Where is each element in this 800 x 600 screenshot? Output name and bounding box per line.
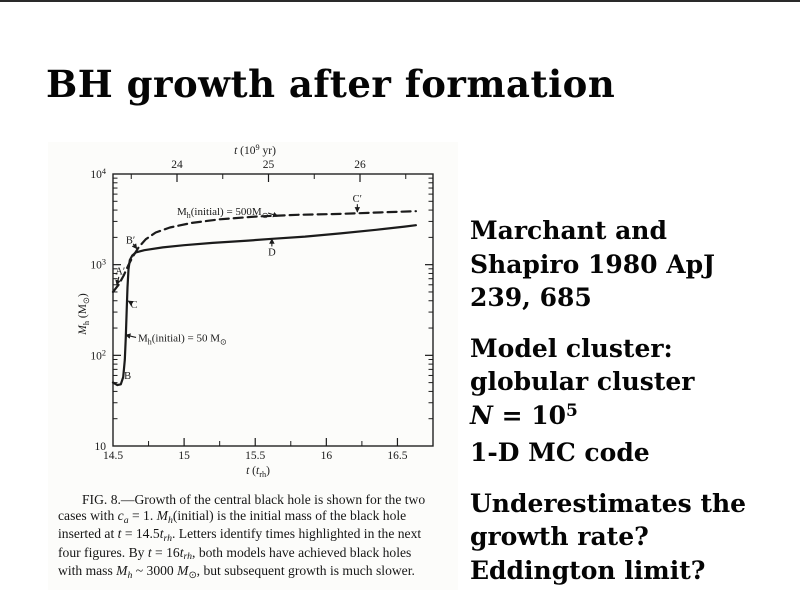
series-label-arrow (267, 212, 279, 218)
annotation-label: A′ (115, 267, 125, 278)
caption-line: four figures. By t = 16trh, both models … (58, 545, 454, 563)
text-line: 1-D MC code (470, 436, 795, 470)
curve-dashed (111, 210, 417, 293)
axis-tick-labels: 14.5 15 15.5 16 16.5 24 25 26 104 103 102 10 (90, 159, 407, 462)
axis-ticks (113, 174, 433, 446)
figure-caption: FIG. 8.—Growth of the central black hole… (58, 492, 454, 581)
text-segment: ~ 3000 (132, 562, 178, 578)
caption-line: inserted at t = 14.5trh. Letters identif… (58, 526, 454, 544)
text-segment: Eddington limit? (470, 555, 706, 585)
x-tick-label: 14.5 (103, 450, 123, 462)
text-segment: t (147, 544, 152, 560)
text-segment: Shapiro 1980 ApJ (470, 249, 715, 279)
x-axis-top-label: t (109 yr) (234, 143, 276, 157)
text-segment: 1-D MC code (470, 438, 650, 467)
text-line: Shapiro 1980 ApJ (470, 248, 795, 282)
data-curves (111, 210, 417, 387)
caption-line: with mass Mh ~ 3000 M⊙, but subsequent g… (58, 563, 454, 581)
text-segment: growth rate? (470, 522, 649, 551)
x-tick-label: 15 (178, 450, 190, 462)
text-line: Eddington limit? (470, 554, 795, 588)
text-line: 239, 685 (470, 281, 795, 315)
text-segment: = 14.5 (121, 526, 160, 542)
caption-line: FIG. 8.—Growth of the central black hole… (58, 492, 454, 508)
series-labels: Mh(initial) = 50 M⊙ Mh(initial) = 500M⊙ (124, 206, 279, 347)
text-segment: Marchant and (470, 216, 667, 245)
text-segment: = 1. (128, 508, 157, 524)
annotation-arrow (131, 243, 138, 250)
text-segment: inserted at (58, 526, 118, 542)
annotation-label: B (124, 371, 131, 382)
text-line: Model cluster: (470, 332, 795, 366)
annotation-label: D (268, 247, 276, 258)
right-text-column: Marchant and Shapiro 1980 ApJ 239, 685 Mod… (470, 214, 795, 600)
series-label-arrow (124, 333, 137, 339)
text-segment: N (470, 400, 493, 430)
series-label-dashed: Mh(initial) = 500M⊙ (177, 206, 268, 220)
growth-chart-svg: 14.5 15 15.5 16 16.5 24 25 26 104 103 102 10 Mh(ini… (77, 143, 434, 479)
text-segment: t (179, 544, 184, 560)
figure-panel: 14.5 15 15.5 16 16.5 24 25 26 104 103 102 10 Mh(ini… (48, 142, 458, 590)
text-segment: t (159, 526, 164, 542)
text-segment: globular cluster (470, 367, 695, 396)
text-segment: h (167, 514, 173, 526)
text-segment: FIG. 8.—Growth of the central black hole… (82, 492, 426, 507)
series-label-solid: Mh(initial) = 50 M⊙ (138, 333, 227, 347)
annotation-label: C′ (353, 194, 362, 205)
x-tick-label: 16.5 (387, 450, 407, 462)
text-segment: (initial) is the initial mass of the bla… (172, 508, 407, 524)
questions-paragraph: Underestimates the growth rate? Eddington … (470, 487, 795, 588)
reference-paragraph: Marchant and Shapiro 1980 ApJ 239, 685 (470, 214, 795, 315)
text-segment: four figures. By (58, 544, 148, 560)
x-axis-bottom-label: t (trh) (246, 465, 270, 479)
text-segment: 239, 685 (470, 283, 592, 312)
x-tick-label: 15.5 (245, 450, 265, 462)
text-segment: t (117, 526, 122, 542)
x-top-tick-label: 25 (263, 159, 275, 171)
y-tick-label: 103 (90, 258, 106, 272)
y-tick-label: 104 (90, 167, 106, 181)
text-segment: M (116, 562, 128, 578)
text-segment: ⊙ (188, 569, 197, 581)
annotation-arrow (127, 300, 134, 306)
page-title: BH growth after formation (46, 62, 616, 106)
text-segment: = 16 (151, 544, 180, 560)
annotation-arrow (115, 276, 121, 286)
text-segment: h (127, 569, 133, 581)
text-segment: 5 (566, 401, 578, 422)
text-segment: , but subsequent growth is much slower. (196, 562, 415, 578)
x-top-tick-label: 24 (171, 159, 183, 171)
text-line: Underestimates the (470, 487, 795, 521)
model-paragraph: Model cluster: globular cluster N = 105 1-D… (470, 332, 795, 470)
x-top-tick-label: 26 (354, 159, 366, 171)
text-segment: with mass (58, 562, 117, 578)
annotation-label: B′ (126, 236, 135, 247)
annotation-label: C (131, 300, 138, 311)
text-segment: . Letters identify times highlighted in … (172, 526, 422, 542)
y-tick-label: 102 (90, 348, 106, 362)
text-line: N = 105 (470, 399, 795, 437)
text-segment: Model cluster: (470, 333, 673, 363)
text-line: globular cluster (470, 365, 795, 399)
text-segment: M (177, 562, 189, 578)
text-segment: rh (163, 533, 172, 545)
text-segment: Underestimates the (470, 488, 747, 518)
text-segment: a (123, 514, 129, 526)
annotation-letters: A′ B′ B C D C′ (115, 194, 362, 382)
text-segment: rh (183, 551, 193, 563)
text-segment: = 10 (492, 400, 567, 430)
y-axis-label: Mh (M⊙) (77, 293, 91, 336)
text-segment: c (117, 508, 124, 524)
text-segment: cases with (58, 508, 118, 524)
text-line: Marchant and (470, 214, 795, 248)
x-tick-label: 16 (321, 450, 333, 462)
text-segment: M (156, 508, 168, 524)
text-line: growth rate? (470, 520, 795, 554)
plot-frame (112, 173, 434, 447)
text-segment: , both models have achieved black holes (192, 544, 412, 560)
curve-solid (111, 224, 417, 387)
caption-line: cases with ca = 1. Mh(initial) is the in… (58, 508, 454, 526)
y-tick-label: 10 (95, 441, 107, 453)
